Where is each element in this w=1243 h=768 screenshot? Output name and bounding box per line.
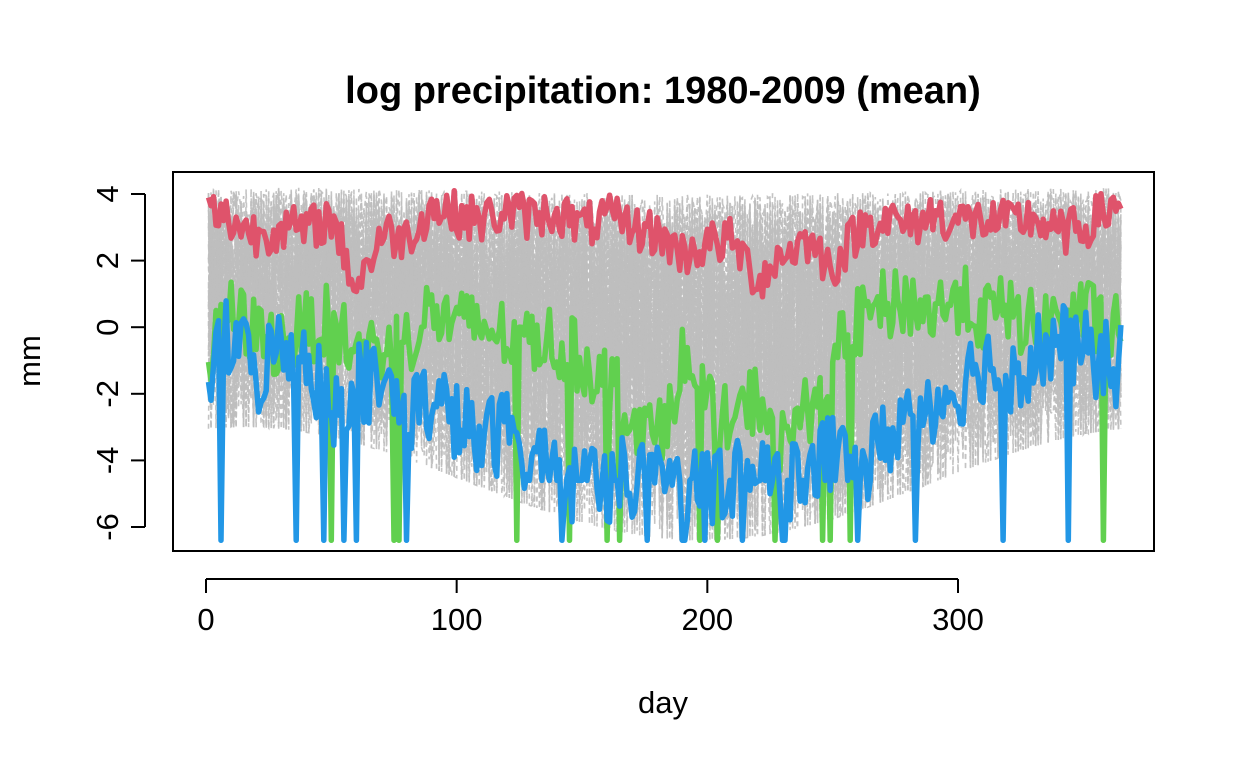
x-tick-label: 0	[197, 602, 214, 637]
y-tick-label: -4	[90, 447, 125, 475]
x-axis-label: day	[638, 685, 688, 720]
plot-frame	[172, 171, 1155, 552]
x-tick-label: 300	[932, 602, 984, 637]
y-ticks: -6 -4 -2 0 2 4	[90, 185, 145, 541]
x-tick-label: 100	[431, 602, 483, 637]
series-line-1	[205, 188, 1124, 300]
background-series-line	[207, 187, 1122, 522]
y-tick-label: 2	[90, 252, 125, 269]
y-tick-label: 4	[90, 185, 125, 202]
y-tick-label: -6	[90, 513, 125, 541]
series-line-3	[205, 298, 1124, 544]
chart-title: log precipitation: 1980-2009 (mean)	[345, 70, 981, 112]
y-axis-label: mm	[12, 335, 47, 387]
series-group	[205, 188, 1124, 544]
y-tick-label: -2	[90, 380, 125, 408]
y-tick-label: 0	[90, 319, 125, 336]
x-tick-label: 200	[681, 602, 733, 637]
x-ticks: 0 100 200 300	[197, 579, 984, 637]
